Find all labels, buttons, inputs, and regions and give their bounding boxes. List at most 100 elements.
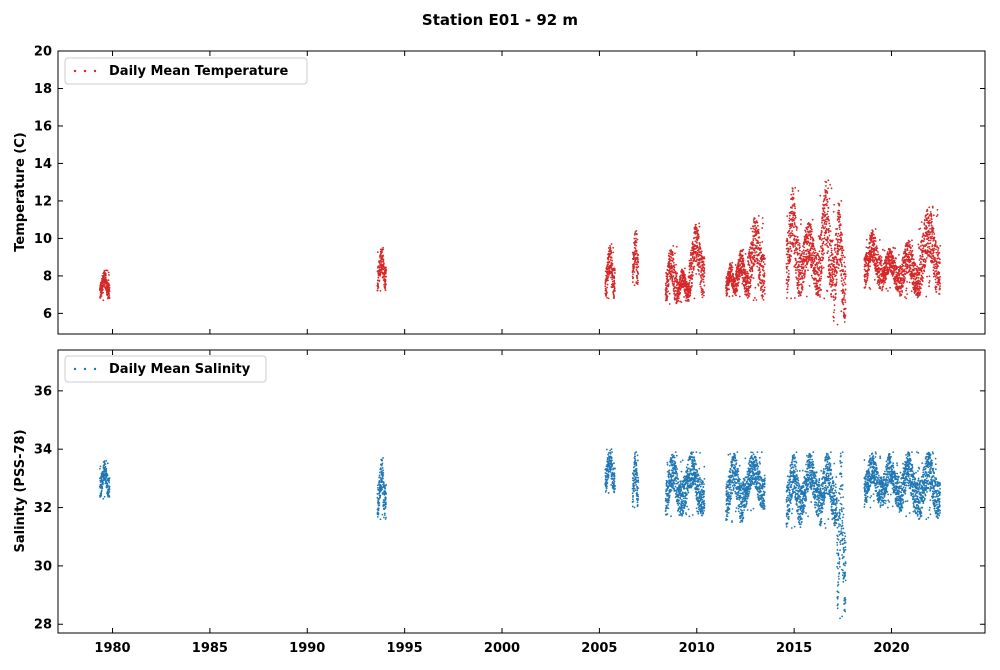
data-point	[821, 222, 823, 224]
data-point	[798, 190, 800, 192]
data-point	[731, 262, 733, 264]
data-point	[377, 516, 379, 518]
data-point	[930, 211, 932, 213]
data-point	[671, 269, 673, 271]
data-point	[672, 281, 674, 283]
data-point	[816, 264, 818, 266]
data-point	[812, 257, 814, 259]
data-point	[761, 297, 763, 299]
data-point	[866, 279, 868, 281]
data-point	[799, 244, 801, 246]
data-point	[808, 245, 810, 247]
data-point	[698, 236, 700, 238]
data-point	[812, 258, 814, 260]
data-point	[804, 269, 806, 271]
data-point	[821, 265, 823, 267]
data-point	[819, 257, 821, 259]
data-point	[934, 257, 936, 259]
data-point	[680, 301, 682, 303]
data-point	[669, 303, 671, 305]
data-point	[747, 280, 749, 282]
data-point	[751, 261, 753, 263]
data-point	[865, 263, 867, 265]
data-point	[842, 246, 844, 248]
data-point	[833, 273, 835, 275]
data-point	[758, 260, 760, 262]
data-point	[786, 215, 788, 217]
data-point	[824, 212, 826, 214]
data-point	[928, 282, 930, 284]
data-point	[696, 242, 698, 244]
data-point	[108, 294, 110, 296]
data-point	[699, 226, 701, 228]
data-point	[876, 245, 878, 247]
data-point	[912, 250, 914, 252]
data-point	[749, 282, 751, 284]
data-point	[377, 283, 379, 285]
data-point	[835, 289, 837, 291]
data-point	[909, 241, 911, 243]
data-point	[826, 243, 828, 245]
data-point	[102, 484, 104, 486]
data-point	[877, 262, 879, 264]
data-point	[684, 276, 686, 278]
data-point	[835, 251, 837, 253]
data-point	[932, 206, 934, 208]
data-point	[935, 279, 937, 281]
data-point	[107, 474, 109, 476]
data-point	[939, 279, 941, 281]
data-point	[698, 273, 700, 275]
data-point	[875, 228, 877, 230]
data-point	[753, 299, 755, 301]
data-point	[869, 288, 871, 290]
data-point	[819, 287, 821, 289]
data-point	[935, 281, 937, 283]
data-point	[695, 233, 697, 235]
data-point	[826, 192, 828, 194]
data-point	[874, 237, 876, 239]
data-point	[753, 256, 755, 258]
data-point	[931, 218, 933, 220]
data-point	[102, 289, 104, 291]
data-point	[827, 241, 829, 243]
data-point	[606, 297, 608, 299]
data-point	[685, 278, 687, 280]
data-point	[838, 210, 840, 212]
data-point	[932, 229, 934, 231]
data-point	[673, 259, 675, 261]
data-point	[818, 270, 820, 272]
data-point	[845, 289, 847, 291]
data-point	[800, 223, 802, 225]
data-point	[819, 284, 821, 286]
data-point	[382, 247, 384, 249]
data-point	[754, 225, 756, 227]
data-point	[704, 258, 706, 260]
data-point	[929, 228, 931, 230]
data-point	[939, 252, 941, 254]
data-point	[881, 260, 883, 262]
data-point	[798, 295, 800, 297]
data-point	[834, 304, 836, 306]
data-point	[819, 235, 821, 237]
data-point	[932, 260, 934, 262]
data-point	[840, 200, 842, 202]
data-point	[937, 255, 939, 257]
data-point	[919, 281, 921, 283]
data-point	[844, 317, 846, 319]
data-point	[826, 199, 828, 201]
data-point	[382, 249, 384, 251]
data-point	[750, 279, 752, 281]
data-point	[807, 238, 809, 240]
data-point	[691, 277, 693, 279]
data-point	[608, 276, 610, 278]
data-point	[922, 248, 924, 250]
data-point	[837, 261, 839, 263]
data-point	[829, 198, 831, 200]
data-point	[833, 296, 835, 298]
data-point	[841, 251, 843, 253]
data-point	[380, 290, 382, 292]
data-point	[913, 269, 915, 271]
data-point	[791, 223, 793, 225]
data-point	[614, 268, 616, 270]
data-point	[673, 275, 675, 277]
